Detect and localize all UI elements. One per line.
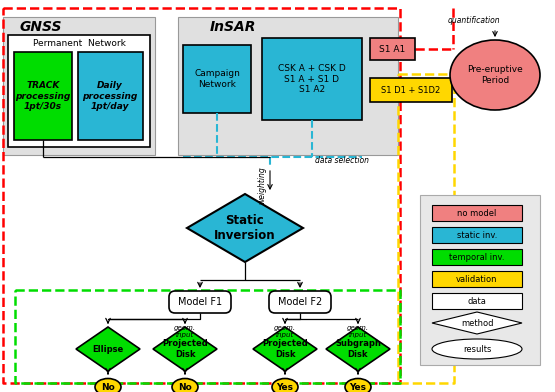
Text: method: method [461, 318, 493, 327]
Text: Subgraph
Disk: Subgraph Disk [335, 339, 381, 359]
Text: temporal inv.: temporal inv. [449, 252, 504, 261]
Ellipse shape [95, 379, 121, 392]
FancyBboxPatch shape [169, 291, 231, 313]
Text: geom.
input: geom. input [274, 325, 296, 338]
FancyBboxPatch shape [432, 293, 522, 309]
Text: S1 D1 + S1D2: S1 D1 + S1D2 [381, 85, 441, 94]
FancyBboxPatch shape [432, 227, 522, 243]
Text: data: data [467, 296, 486, 305]
Text: Projected
Disk: Projected Disk [162, 339, 208, 359]
Text: Model F2: Model F2 [278, 297, 322, 307]
Text: TRACK
processing
1pt/30s: TRACK processing 1pt/30s [16, 81, 70, 111]
Text: data selection: data selection [315, 156, 369, 165]
FancyBboxPatch shape [370, 38, 415, 60]
FancyBboxPatch shape [432, 249, 522, 265]
Text: no model: no model [457, 209, 497, 218]
Text: geom.
input: geom. input [347, 325, 369, 338]
Text: Permanent  Network: Permanent Network [33, 38, 125, 47]
Text: S1 A1: S1 A1 [379, 45, 405, 53]
Text: quantification: quantification [448, 16, 501, 25]
Text: InSAR: InSAR [210, 20, 256, 34]
FancyBboxPatch shape [78, 52, 143, 140]
Text: Daily
processing
1pt/day: Daily processing 1pt/day [82, 81, 138, 111]
Ellipse shape [172, 379, 198, 392]
Text: Projected
Disk: Projected Disk [262, 339, 308, 359]
FancyBboxPatch shape [370, 78, 452, 102]
FancyBboxPatch shape [14, 52, 72, 140]
FancyBboxPatch shape [3, 17, 155, 155]
Text: validation: validation [456, 274, 498, 283]
Text: static inv.: static inv. [457, 230, 497, 240]
Text: No: No [101, 383, 115, 392]
Polygon shape [326, 327, 390, 371]
FancyBboxPatch shape [183, 45, 251, 113]
Polygon shape [253, 327, 317, 371]
Text: Yes: Yes [276, 383, 294, 392]
FancyBboxPatch shape [8, 35, 150, 147]
FancyBboxPatch shape [262, 38, 362, 120]
FancyBboxPatch shape [269, 291, 331, 313]
Text: No: No [178, 383, 192, 392]
Text: geom.
input: geom. input [174, 325, 196, 338]
Polygon shape [432, 312, 522, 334]
Text: Campaign
Network: Campaign Network [194, 69, 240, 89]
Ellipse shape [272, 379, 298, 392]
Ellipse shape [450, 40, 540, 110]
Text: weighting: weighting [257, 166, 266, 204]
Text: CSK A + CSK D
S1 A + S1 D
S1 A2: CSK A + CSK D S1 A + S1 D S1 A2 [278, 64, 346, 94]
Text: Model F1: Model F1 [178, 297, 222, 307]
Polygon shape [187, 194, 303, 262]
Polygon shape [76, 327, 140, 371]
Text: GNSS: GNSS [20, 20, 63, 34]
Text: Yes: Yes [350, 383, 366, 392]
Ellipse shape [345, 379, 371, 392]
FancyBboxPatch shape [432, 205, 522, 221]
Polygon shape [153, 327, 217, 371]
Text: results: results [463, 345, 491, 354]
FancyBboxPatch shape [178, 17, 398, 155]
Text: Ellipse: Ellipse [92, 345, 124, 354]
FancyBboxPatch shape [420, 195, 540, 365]
Text: Pre-eruptive
Period: Pre-eruptive Period [467, 65, 523, 85]
FancyBboxPatch shape [432, 271, 522, 287]
Text: Static
Inversion: Static Inversion [214, 214, 276, 242]
Ellipse shape [432, 339, 522, 359]
